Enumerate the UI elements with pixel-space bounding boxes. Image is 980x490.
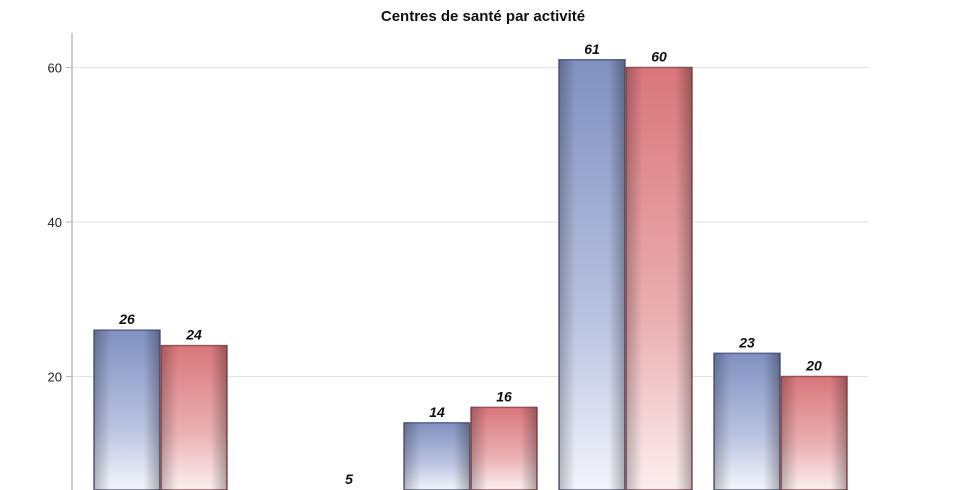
data-label: 5	[345, 471, 353, 487]
bar-shading	[161, 345, 227, 490]
bar-shading	[559, 59, 625, 490]
bar-shading	[781, 376, 847, 490]
data-label: 24	[185, 327, 202, 343]
data-label: 61	[584, 41, 600, 57]
y-tick-label: 60	[48, 61, 62, 76]
bar-shading	[714, 353, 780, 490]
data-label: 16	[496, 388, 512, 404]
bar-shading	[404, 422, 470, 490]
data-label: 14	[429, 404, 445, 420]
data-label: 60	[651, 49, 667, 65]
data-label: 26	[118, 311, 135, 327]
bar-shading	[626, 67, 692, 490]
y-tick-label: 40	[48, 215, 62, 230]
data-label: 20	[805, 358, 822, 374]
chart-title: Centres de santé par activité	[381, 8, 585, 25]
data-label: 23	[738, 334, 755, 350]
bar-shading	[94, 330, 160, 490]
bar-shading	[471, 407, 537, 490]
y-tick-label: 20	[48, 370, 62, 385]
